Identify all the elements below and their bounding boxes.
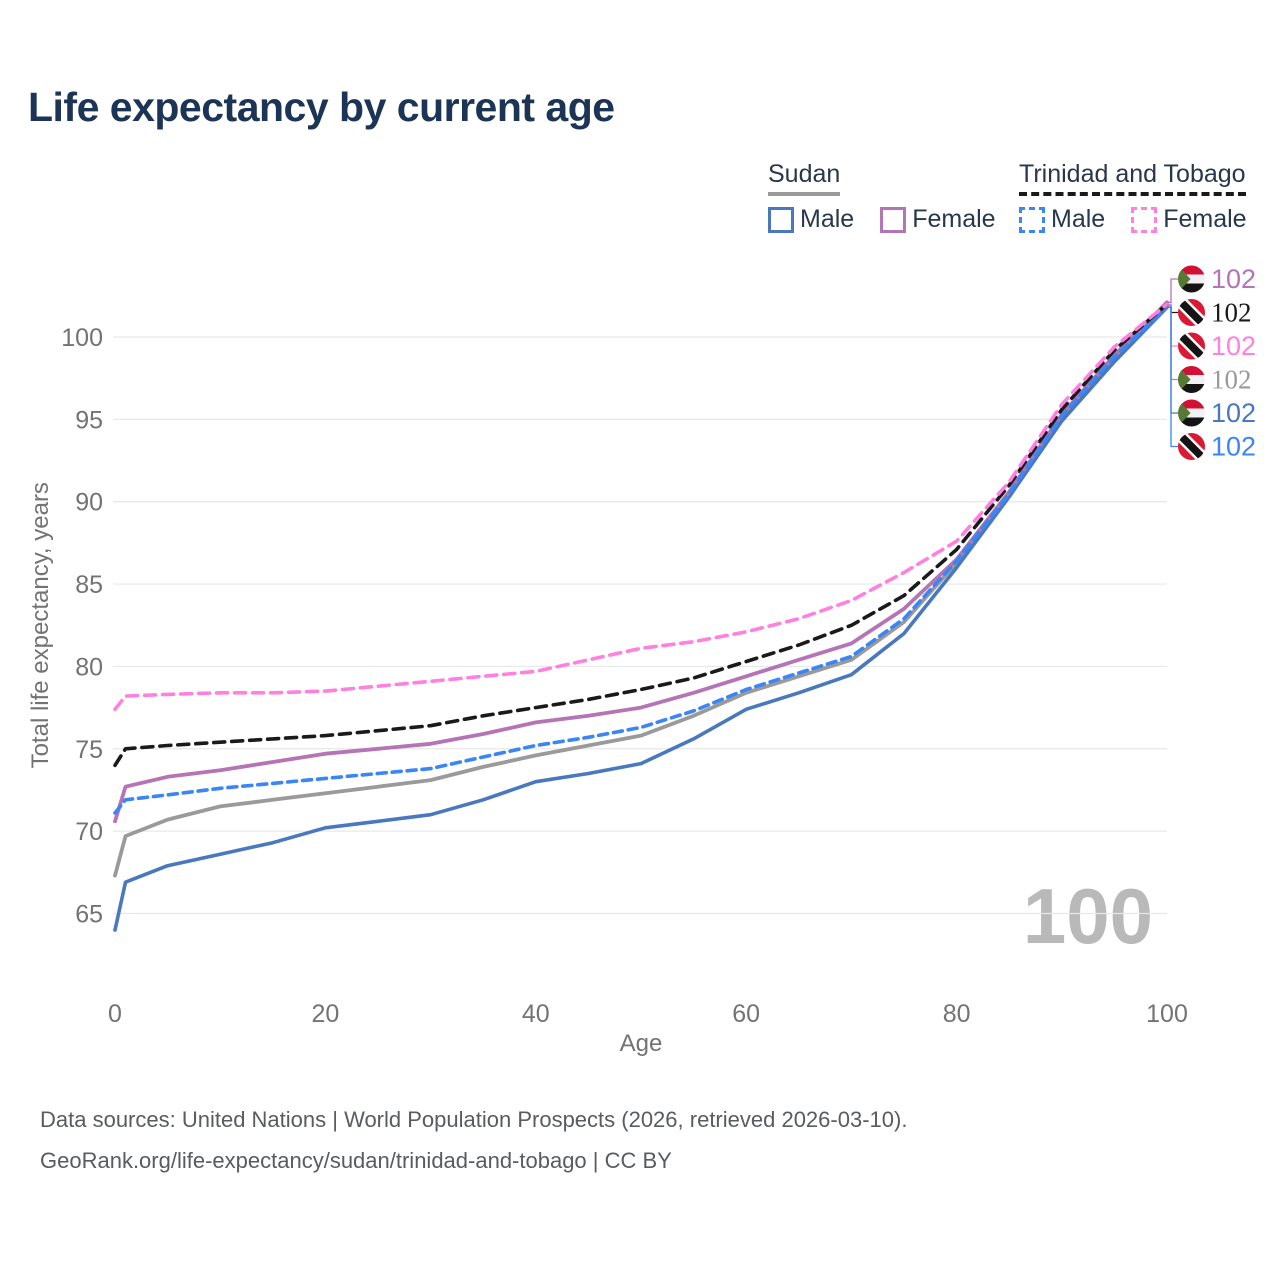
trinidad-and-tobago-flag-icon (1178, 299, 1205, 326)
legend-item-sudan-female[interactable]: Female (880, 205, 996, 234)
y-tick-label-70: 70 (75, 818, 103, 846)
y-tick-label-65: 65 (75, 901, 103, 929)
end-label-connector-sudan_both (1167, 305, 1178, 381)
legend-item-tt-male[interactable]: Male (1019, 205, 1105, 234)
trinidad-and-tobago-flag-icon (1178, 333, 1205, 360)
sudan-flag-icon (1178, 266, 1205, 293)
sudan-female-line-swatch-icon (880, 206, 907, 233)
x-tick-label-40: 40 (522, 1000, 550, 1028)
y-axis-title: Total life expectancy, years (27, 482, 54, 768)
tt-male-line-swatch-icon (1019, 206, 1045, 233)
series-line-sudan_both (113, 303, 1169, 878)
x-tick-label-20: 20 (311, 1000, 339, 1028)
x-axis-title: Age (620, 1030, 663, 1057)
trinidad-and-tobago-flag-icon (1178, 433, 1205, 460)
page-title: Life expectancy by current age (28, 84, 615, 130)
legend-group-sudan: Sudan Male Female (768, 160, 996, 234)
data-sources-text: Data sources: United Nations | World Pop… (40, 1107, 908, 1132)
x-tick-label-60: 60 (732, 1000, 760, 1028)
end-label-connector-sudan_male (1167, 306, 1178, 414)
y-tick-label-85: 85 (75, 571, 103, 599)
legend-label: Male (800, 205, 855, 233)
y-tick-label-95: 95 (75, 406, 103, 434)
y-tick-label-75: 75 (75, 736, 103, 764)
y-tick-label-80: 80 (75, 653, 103, 681)
end-value-label-sudan_female: 102 (1211, 264, 1256, 294)
legend-group-trinidad-and-tobago: Trinidad and Tobago Male Female (1019, 160, 1247, 234)
x-tick-label-80: 80 (943, 1000, 971, 1028)
end-label-connector-sudan_female (1167, 278, 1178, 304)
series-line-sudan_male (113, 305, 1169, 932)
end-label-connector-tt_female (1167, 303, 1178, 347)
tt-female-line-swatch-icon (1131, 206, 1158, 233)
legend-header-sudan: Sudan (768, 160, 841, 196)
attribution-link-text[interactable]: GeoRank.org/life-expectancy/sudan/trinid… (40, 1147, 672, 1173)
end-value-label-sudan_male: 102 (1211, 398, 1256, 428)
legend-label: Male (1051, 205, 1106, 233)
end-label-connector-tt_male (1167, 306, 1178, 448)
legend-label: Female (1163, 205, 1247, 233)
x-tick-label-100: 100 (1146, 1000, 1188, 1028)
series-line-tt_both (113, 302, 1169, 768)
x-tick-label-0: 0 (108, 1000, 122, 1028)
y-tick-label-100: 100 (61, 324, 103, 352)
footer: Data sources: United Nations | World Pop… (40, 1100, 907, 1181)
end-value-label-tt_female: 102 (1211, 331, 1256, 361)
end-value-label-tt_male: 102 (1211, 432, 1256, 462)
sudan-flag-icon (1178, 400, 1205, 427)
legend-item-tt-female[interactable]: Female (1131, 205, 1247, 234)
legend-item-sudan-male[interactable]: Male (768, 205, 854, 234)
series-line-tt_male (113, 305, 1169, 815)
end-value-label-sudan_both: 102 (1211, 365, 1252, 395)
series-line-tt_female (113, 302, 1169, 712)
end-value-label-tt_both: 102 (1211, 298, 1252, 328)
sudan-male-line-swatch-icon (768, 206, 794, 233)
sudan-flag-icon (1178, 366, 1205, 393)
legend-label: Female (912, 205, 996, 233)
legend-header-trinidad-and-tobago: Trinidad and Tobago (1019, 160, 1246, 196)
series-line-sudan_female (113, 300, 1169, 824)
y-tick-label-90: 90 (75, 489, 103, 517)
watermark-max-age: 100 (1023, 872, 1153, 960)
